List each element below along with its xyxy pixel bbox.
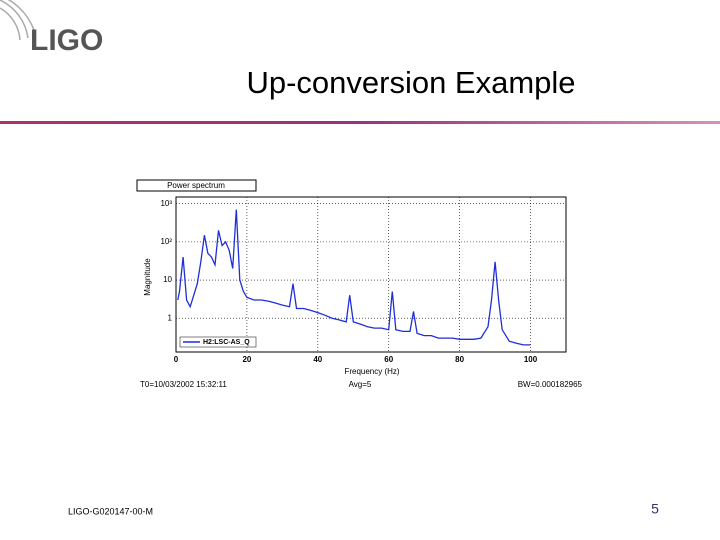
page-number: 5 bbox=[651, 501, 659, 517]
legend-label: H2:LSC-AS_Q bbox=[203, 339, 250, 346]
spectrum-line bbox=[177, 209, 531, 346]
start-time: T0=10/03/2002 15:32:11 bbox=[140, 380, 227, 389]
slide-title: Up-conversion Example bbox=[246, 65, 575, 100]
x-axis-label: Frequency (Hz) bbox=[344, 367, 399, 376]
panel-title-box bbox=[136, 179, 257, 192]
x-tick-label: 40 bbox=[313, 355, 322, 364]
x-tick-label: 20 bbox=[242, 355, 251, 364]
y-tick-label: 1 bbox=[168, 313, 173, 322]
y-tick-label: 10 bbox=[163, 275, 172, 284]
y-tick-label: 10³ bbox=[160, 199, 172, 208]
x-tick-label: 0 bbox=[174, 355, 179, 364]
bandwidth: BW=0.000182965 bbox=[518, 380, 583, 389]
legend-box bbox=[179, 336, 257, 348]
logo-arcs bbox=[0, 0, 35, 41]
x-tick-label: 80 bbox=[455, 355, 464, 364]
x-tick-label: 100 bbox=[524, 355, 538, 364]
panel-title: Power spectrum bbox=[167, 181, 225, 190]
averages: Avg=5 bbox=[349, 380, 372, 389]
y-tick-label: 10² bbox=[160, 237, 172, 246]
x-tick-label: 60 bbox=[384, 355, 393, 364]
document-id: LIGO-G020147-00-M bbox=[68, 506, 153, 516]
plot-area bbox=[175, 196, 567, 353]
title-rule bbox=[0, 121, 720, 124]
y-axis-label: Magnitude bbox=[143, 258, 152, 296]
logo: LIGO bbox=[30, 24, 103, 57]
